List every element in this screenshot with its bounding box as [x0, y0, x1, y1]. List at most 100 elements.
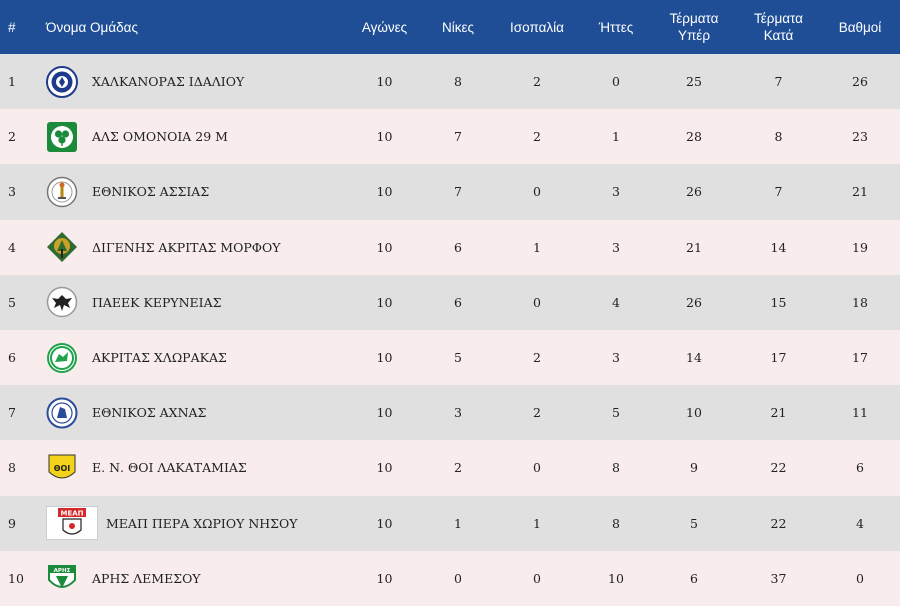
rank-cell: 7: [8, 405, 16, 421]
losses-cell: 4: [612, 294, 620, 310]
team-cell[interactable]: ΘΟΙ Ε. Ν. ΘΟΙ ΛΑΚΑΤΑΜΙΑΣ: [40, 440, 346, 495]
draws-cell: 0: [533, 184, 541, 200]
header-wins[interactable]: Νίκες: [441, 19, 475, 35]
draws-cell: 1: [533, 515, 541, 531]
wins-cell: 1: [454, 515, 462, 531]
team-name[interactable]: ΑΚΡΙΤΑΣ ΧΛΩΡΑΚΑΣ: [92, 350, 227, 366]
losses-cell: 1: [612, 129, 620, 145]
draws-cell: 1: [533, 239, 541, 255]
header-team[interactable]: Όνομα Ομάδας: [46, 19, 138, 35]
table-row: 7 ΕΘΝΙΚΟΣ ΑΧΝΑΣ 10 3 2 5 10 21 11: [0, 385, 900, 441]
played-cell: 10: [376, 184, 393, 200]
header-rank[interactable]: #: [8, 19, 16, 35]
team-cell[interactable]: ΜΕΑΠ ΜΕΑΠ ΠΕΡΑ ΧΩΡΙΟΥ ΝΗΣΟΥ: [40, 496, 346, 551]
header-goals-against-line2: Κατά: [763, 28, 794, 43]
wins-cell: 7: [454, 129, 462, 145]
team-cell[interactable]: ΠΑΕΕΚ ΚΕΡΥΝΕΙΑΣ: [40, 275, 346, 330]
played-cell: 10: [376, 570, 393, 586]
header-goals-for[interactable]: Τέρματα Υπέρ: [651, 0, 737, 54]
team-name[interactable]: Ε. Ν. ΘΟΙ ΛΑΚΑΤΑΜΙΑΣ: [92, 460, 247, 476]
rank-cell: 6: [8, 350, 16, 366]
header-goals-for-line1: Τέρματα: [669, 11, 719, 26]
goals-against-cell: 7: [774, 184, 783, 200]
table-row: 9 ΜΕΑΠ ΜΕΑΠ ΠΕΡΑ ΧΩΡΙΟΥ ΝΗΣΟΥ 10 1 1 8 5…: [0, 495, 900, 551]
meap-crest-icon: ΜΕΑΠ: [46, 506, 98, 541]
team-cell[interactable]: ΧΑΛΚΑΝΟΡΑΣ ΙΔΑΛΙΟΥ: [40, 54, 346, 109]
team-cell[interactable]: ΑΚΡΙΤΑΣ ΧΛΩΡΑΚΑΣ: [40, 330, 346, 385]
aris-limassol-crest-icon: ΑΡΗΣ: [46, 562, 78, 594]
team-name[interactable]: ΑΡΗΣ ΛΕΜΕΣΟΥ: [92, 570, 201, 586]
header-draws[interactable]: Ισοπαλία: [510, 19, 564, 35]
goals-against-cell: 7: [774, 74, 783, 90]
draws-cell: 2: [533, 129, 541, 145]
losses-cell: 3: [612, 350, 620, 366]
team-cell[interactable]: ΕΘΝΙΚΟΣ ΑΧΝΑΣ: [40, 385, 346, 440]
rank-cell: 9: [8, 515, 16, 531]
goals-against-cell: 8: [774, 129, 783, 145]
played-cell: 10: [376, 294, 393, 310]
played-cell: 10: [376, 74, 393, 90]
team-name[interactable]: ΑΛΣ ΟΜΟΝΟΙΑ 29 Μ: [92, 129, 228, 145]
losses-cell: 3: [612, 239, 620, 255]
played-cell: 10: [376, 129, 393, 145]
wins-cell: 3: [454, 405, 462, 421]
points-cell: 26: [852, 74, 868, 90]
thoi-lakatamias-crest-icon: ΘΟΙ: [46, 452, 78, 484]
wins-cell: 5: [454, 350, 462, 366]
team-name[interactable]: ΧΑΛΚΑΝΟΡΑΣ ΙΔΑΛΙΟΥ: [92, 74, 245, 90]
wins-cell: 6: [454, 294, 462, 310]
team-cell[interactable]: ΑΡΗΣ ΑΡΗΣ ΛΕΜΕΣΟΥ: [40, 551, 346, 606]
losses-cell: 0: [612, 74, 620, 90]
goals-against-cell: 14: [770, 239, 787, 255]
points-cell: 17: [852, 350, 868, 366]
team-name[interactable]: ΕΘΝΙΚΟΣ ΑΧΝΑΣ: [92, 405, 207, 421]
played-cell: 10: [376, 405, 393, 421]
header-goals-against[interactable]: Τέρματα Κατά: [737, 0, 820, 54]
points-cell: 0: [856, 570, 864, 586]
header-goals-for-line2: Υπέρ: [677, 28, 711, 43]
header-points[interactable]: Βαθμοί: [838, 19, 882, 35]
table-header-row: # Όνομα Ομάδας Αγώνες Νίκες Ισοπαλία Ήττ…: [0, 0, 900, 54]
goals-for-cell: 26: [686, 184, 702, 200]
table-row: 10 ΑΡΗΣ ΑΡΗΣ ΛΕΜΕΣΟΥ 10 0 0 10 6 37 0: [0, 550, 900, 606]
aris-logo-text: ΑΡΗΣ: [54, 568, 71, 574]
team-cell[interactable]: ΔΙΓΕΝΗΣ ΑΚΡΙΤΑΣ ΜΟΡΦΟΥ: [40, 220, 346, 275]
goals-for-cell: 6: [690, 570, 698, 586]
paeek-eagle-crest-icon: [46, 286, 78, 318]
points-cell: 21: [852, 184, 868, 200]
wins-cell: 2: [454, 460, 462, 476]
played-cell: 10: [376, 350, 393, 366]
goals-against-cell: 37: [770, 570, 787, 586]
team-name[interactable]: ΠΑΕΕΚ ΚΕΡΥΝΕΙΑΣ: [92, 294, 222, 310]
table-row: 6 ΑΚΡΙΤΑΣ ΧΛΩΡΑΚΑΣ 10 5 2 3 14 17 17: [0, 329, 900, 386]
header-played[interactable]: Αγώνες: [361, 19, 408, 35]
draws-cell: 2: [533, 405, 541, 421]
wins-cell: 8: [454, 74, 462, 90]
team-cell[interactable]: ΑΛΣ ΟΜΟΝΟΙΑ 29 Μ: [40, 109, 346, 164]
team-name[interactable]: ΕΘΝΙΚΟΣ ΑΣΣΙΑΣ: [92, 184, 210, 200]
draws-cell: 2: [533, 350, 541, 366]
table-row: 4 ΔΙΓΕΝΗΣ ΑΚΡΙΤΑΣ ΜΟΡΦΟΥ 10 6 1 3 21 14 …: [0, 219, 900, 275]
goals-for-cell: 26: [686, 294, 702, 310]
goals-for-cell: 5: [690, 515, 698, 531]
played-cell: 10: [376, 460, 393, 476]
rank-cell: 10: [8, 570, 24, 586]
goals-for-cell: 28: [686, 129, 702, 145]
header-losses[interactable]: Ήττες: [598, 19, 634, 35]
draws-cell: 2: [533, 74, 541, 90]
omonoia-clover-icon: [46, 121, 78, 153]
losses-cell: 8: [612, 460, 620, 476]
goals-against-cell: 21: [770, 405, 787, 421]
akritas-chlorakas-crest-icon: [46, 342, 78, 374]
table-row: 5 ΠΑΕΕΚ ΚΕΡΥΝΕΙΑΣ 10 6 0 4 26 15 18: [0, 274, 900, 330]
team-cell[interactable]: ΕΘΝΙΚΟΣ ΑΣΣΙΑΣ: [40, 164, 346, 219]
header-goals-against-line1: Τέρματα: [754, 11, 803, 26]
chalkanoras-crest-icon: [46, 65, 78, 98]
table-row: 8 ΘΟΙ Ε. Ν. ΘΟΙ ΛΑΚΑΤΑΜΙΑΣ 10 2 0 8 9 22…: [0, 440, 900, 496]
rank-cell: 8: [8, 460, 16, 476]
draws-cell: 0: [533, 294, 541, 310]
goals-for-cell: 10: [686, 405, 702, 421]
goals-against-cell: 22: [770, 515, 787, 531]
team-name[interactable]: ΔΙΓΕΝΗΣ ΑΚΡΙΤΑΣ ΜΟΡΦΟΥ: [92, 239, 281, 255]
team-name[interactable]: ΜΕΑΠ ΠΕΡΑ ΧΩΡΙΟΥ ΝΗΣΟΥ: [106, 515, 298, 531]
